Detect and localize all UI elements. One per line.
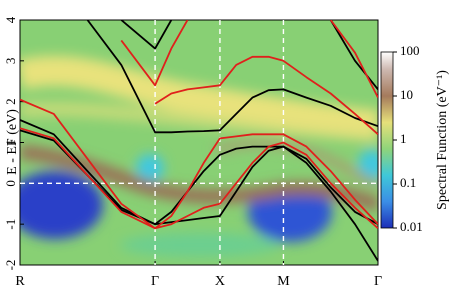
band-line xyxy=(20,127,378,230)
y-tick-label: 0 xyxy=(3,180,18,187)
colorbar-label: Spectral Function (eV⁻¹) xyxy=(435,70,450,210)
colorbar xyxy=(380,51,394,229)
colorbar-tick-label: 0.01 xyxy=(400,219,423,234)
band-line xyxy=(120,20,189,87)
colorbar-tick-label: 1 xyxy=(400,131,407,146)
x-tick-label: X xyxy=(215,274,225,289)
band-line xyxy=(329,20,378,90)
x-tick-label: R xyxy=(15,274,25,289)
band-line xyxy=(20,129,378,262)
y-tick-label: -2 xyxy=(3,260,18,271)
y-tick-label: 4 xyxy=(3,16,18,23)
band-line xyxy=(20,119,378,226)
band-line xyxy=(120,20,173,50)
y-axis-label: E - EF (eV) xyxy=(5,109,20,175)
band-line xyxy=(154,55,378,135)
y-tick-label: 1 xyxy=(3,139,18,146)
spectral-map xyxy=(20,20,378,265)
colorbar-tick-label: 100 xyxy=(400,43,420,58)
colorbar-tick-label: 10 xyxy=(400,87,413,102)
y-tick-label: 3 xyxy=(3,58,18,64)
band-line xyxy=(20,98,378,230)
x-tick-label: M xyxy=(277,274,290,289)
band-line xyxy=(86,20,378,134)
x-tick-label: Γ xyxy=(151,274,159,289)
colorbar-tick-label: 0.1 xyxy=(400,175,416,190)
x-tick-label: Γ xyxy=(374,274,382,289)
y-tick-label: -1 xyxy=(3,219,18,230)
y-tick-label: 2 xyxy=(3,98,18,105)
band-line xyxy=(329,20,378,99)
